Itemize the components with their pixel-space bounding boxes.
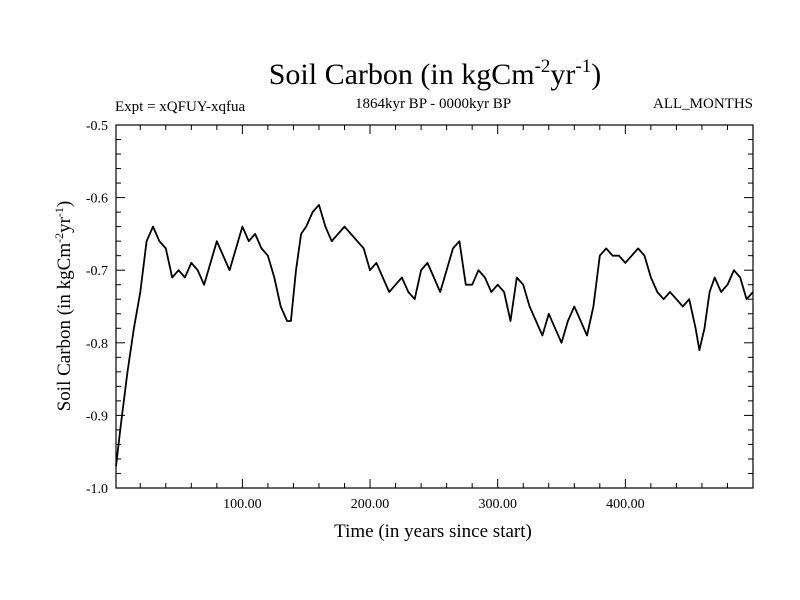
subtitle-period: 1864kyr BP - 0000kyr BP bbox=[355, 96, 511, 112]
axes: 100.00 200.00 300.00 400.00 -1.0 -0.9 -0.8 -0.7… bbox=[86, 119, 753, 512]
y-tick-label: -0.8 bbox=[86, 337, 108, 352]
y-axis-label: Soil Carbon (in kgCm-2yr-1) bbox=[52, 201, 75, 412]
series-line-soil-carbon bbox=[115, 203, 754, 467]
y-tick-label: -1.0 bbox=[86, 482, 108, 497]
x-tick-label: 200.00 bbox=[351, 497, 390, 512]
subtitle-months: ALL_MONTHS bbox=[653, 96, 753, 112]
x-tick-label: 300.00 bbox=[478, 497, 517, 512]
x-tick-label: 400.00 bbox=[606, 497, 645, 512]
y-tick-label: -0.7 bbox=[86, 264, 108, 279]
chart-title: Soil Carbon (in kgCm-2yr-1) bbox=[269, 56, 602, 91]
x-tick-label: 100.00 bbox=[223, 497, 262, 512]
plot-frame bbox=[115, 124, 754, 489]
subtitle-experiment: Expt = xQFUY-xqfua bbox=[115, 99, 245, 115]
y-tick-label: -0.5 bbox=[86, 119, 108, 134]
series-group bbox=[115, 203, 754, 467]
y-tick-label: -0.9 bbox=[86, 409, 108, 424]
y-tick-label: -0.6 bbox=[86, 192, 108, 207]
x-axis-label: Time (in years since start) bbox=[334, 521, 532, 542]
